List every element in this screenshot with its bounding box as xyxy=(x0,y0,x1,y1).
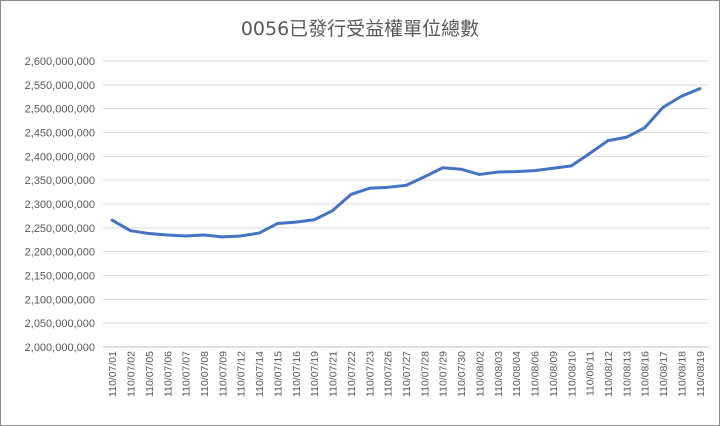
data-point xyxy=(147,232,151,235)
series-line xyxy=(110,87,702,239)
y-tick-label: 2,150,000,000 xyxy=(25,271,95,283)
data-point xyxy=(624,135,628,139)
data-point xyxy=(606,139,610,143)
data-point xyxy=(478,173,481,176)
data-point xyxy=(386,185,390,189)
data-point xyxy=(661,105,665,109)
data-point xyxy=(239,234,243,238)
x-tick-label: 110/08/04 xyxy=(511,351,523,397)
x-tick-label: 110/07/09 xyxy=(217,351,229,397)
x-tick-label: 110/07/01 xyxy=(107,351,119,397)
y-tick-label: 2,550,000,000 xyxy=(25,80,95,92)
data-point xyxy=(202,233,206,237)
x-tick-label: 110/07/15 xyxy=(272,351,284,397)
x-tick-label: 110/07/23 xyxy=(364,351,376,397)
x-tick-label: 110/07/22 xyxy=(346,351,358,397)
x-tick-label: 110/08/03 xyxy=(493,351,505,397)
x-tick-label: 110/08/11 xyxy=(585,351,597,396)
y-tick-label: 2,000,000,000 xyxy=(25,342,95,354)
data-point xyxy=(110,218,114,222)
x-tick-label: 110/08/06 xyxy=(530,351,542,397)
y-tick-label: 2,100,000,000 xyxy=(25,294,95,306)
data-point xyxy=(496,170,500,174)
x-tick-label: 110/08/09 xyxy=(548,351,560,397)
y-tick-label: 2,450,000,000 xyxy=(25,128,95,140)
x-tick-label: 110/08/13 xyxy=(621,351,633,397)
data-point xyxy=(367,186,371,190)
y-tick-label: 2,600,000,000 xyxy=(25,56,95,68)
x-tick-label: 110/08/12 xyxy=(603,351,615,397)
x-tick-label: 110/08/19 xyxy=(695,351,707,397)
x-tick-label: 110/07/30 xyxy=(456,351,468,397)
y-tick-label: 2,350,000,000 xyxy=(25,175,95,187)
y-tick-label: 2,300,000,000 xyxy=(25,199,95,211)
data-point xyxy=(404,184,408,187)
data-point xyxy=(294,220,298,224)
data-point xyxy=(184,234,188,238)
data-point xyxy=(331,209,334,213)
data-point xyxy=(312,218,316,222)
x-tick-label: 110/07/28 xyxy=(419,351,431,397)
data-point xyxy=(551,166,555,170)
x-tick-label: 110/07/06 xyxy=(162,351,174,397)
data-point xyxy=(257,231,261,235)
y-tick-label: 2,400,000,000 xyxy=(25,151,95,163)
x-tick-label: 110/08/16 xyxy=(640,351,652,397)
x-tick-label: 110/07/08 xyxy=(199,351,211,397)
data-point xyxy=(441,166,445,170)
data-point xyxy=(698,87,702,91)
data-point xyxy=(349,193,353,196)
data-point xyxy=(276,222,279,225)
x-tick-label: 110/08/10 xyxy=(566,351,578,397)
x-tick-label: 110/07/02 xyxy=(126,351,138,397)
x-tick-label: 110/08/17 xyxy=(658,351,670,397)
x-tick-label: 110/07/26 xyxy=(383,351,395,397)
data-point xyxy=(643,126,647,130)
data-point xyxy=(129,229,132,233)
data-point xyxy=(422,175,426,179)
data-point xyxy=(459,167,463,171)
x-tick-label: 110/08/02 xyxy=(474,351,486,397)
y-tick-label: 2,250,000,000 xyxy=(25,223,95,235)
x-tick-label: 110/07/21 xyxy=(328,351,340,397)
x-tick-label: 110/07/14 xyxy=(254,351,266,397)
data-point xyxy=(680,94,683,98)
x-tick-label: 110/07/16 xyxy=(291,351,303,397)
data-point xyxy=(220,235,224,239)
data-point xyxy=(514,170,518,173)
x-tick-label: 110/07/05 xyxy=(144,351,156,397)
y-tick-label: 2,500,000,000 xyxy=(25,104,95,116)
data-point xyxy=(533,169,536,173)
data-point xyxy=(165,233,169,237)
x-tick-label: 110/07/07 xyxy=(181,351,193,397)
x-tick-label: 110/07/12 xyxy=(236,351,248,397)
y-tick-label: 2,200,000,000 xyxy=(25,247,95,259)
x-tick-label: 110/07/27 xyxy=(401,351,413,397)
y-tick-label: 2,050,000,000 xyxy=(25,318,95,330)
chart-title: 0056已發行受益權單位總數 xyxy=(240,18,480,40)
x-tick-label: 110/07/19 xyxy=(309,351,321,397)
x-tick-label: 110/07/29 xyxy=(438,351,450,397)
x-tick-label: 110/08/18 xyxy=(676,351,688,397)
data-point xyxy=(588,152,592,155)
data-point xyxy=(569,164,573,168)
